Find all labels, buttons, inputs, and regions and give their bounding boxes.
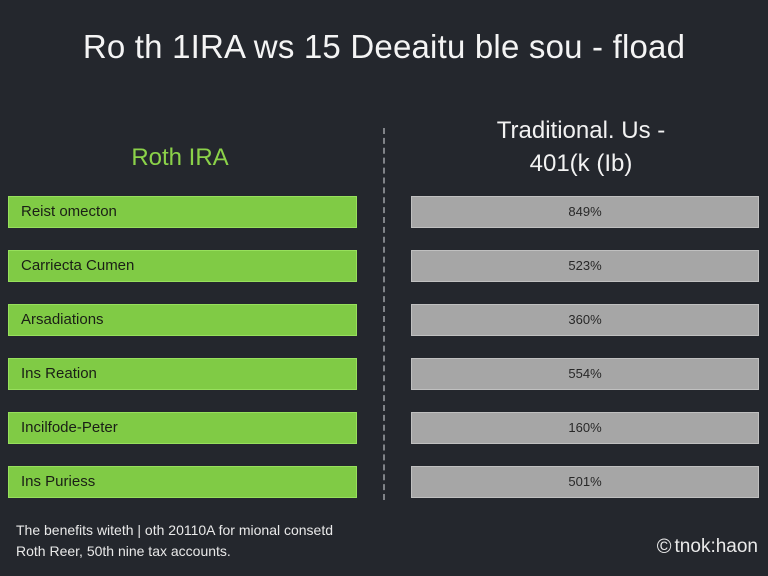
- brand-name: tnok:haon: [674, 536, 758, 557]
- traditional-row-4: 554%: [411, 358, 759, 390]
- traditional-row-6: 501%: [411, 466, 759, 498]
- roth-row-1: Reist omecton: [8, 196, 357, 228]
- traditional-row-2: 523%: [411, 250, 759, 282]
- traditional-row-1: 849%: [411, 196, 759, 228]
- footnote: The benefits witeth | oth 20110A for mio…: [16, 520, 386, 562]
- column-divider: [383, 128, 385, 500]
- roth-row-2: Carriecta Cumen: [8, 250, 357, 282]
- traditional-heading-line1: Traditional. Us -: [496, 117, 666, 144]
- footnote-line-1: The benefits witeth | oth 20110A for mio…: [16, 522, 334, 538]
- footnote-line-2: Roth Reer, 50th nine tax accounts.: [16, 543, 231, 559]
- roth-row-3: Arsadiations: [8, 304, 357, 336]
- copyright-icon: ©: [656, 536, 672, 558]
- traditional-row-5: 160%: [411, 412, 759, 444]
- roth-row-6: Ins Puriess: [8, 466, 357, 498]
- traditional-heading-line2: 401(k (Ib): [529, 150, 633, 177]
- traditional-row-3: 360%: [411, 304, 759, 336]
- roth-row-4: Ins Reation: [8, 358, 357, 390]
- page-title: Ro th 1IRA ws 15 Deeaitu ble sou - fload: [82, 28, 686, 65]
- brand-logo: © tnok:haon: [657, 536, 758, 558]
- roth-ira-heading: Roth IRA: [131, 144, 229, 171]
- traditional-401k-heading: Traditional. Us - 401(k (Ib): [411, 114, 751, 180]
- roth-row-5: Incilfode-Peter: [8, 412, 357, 444]
